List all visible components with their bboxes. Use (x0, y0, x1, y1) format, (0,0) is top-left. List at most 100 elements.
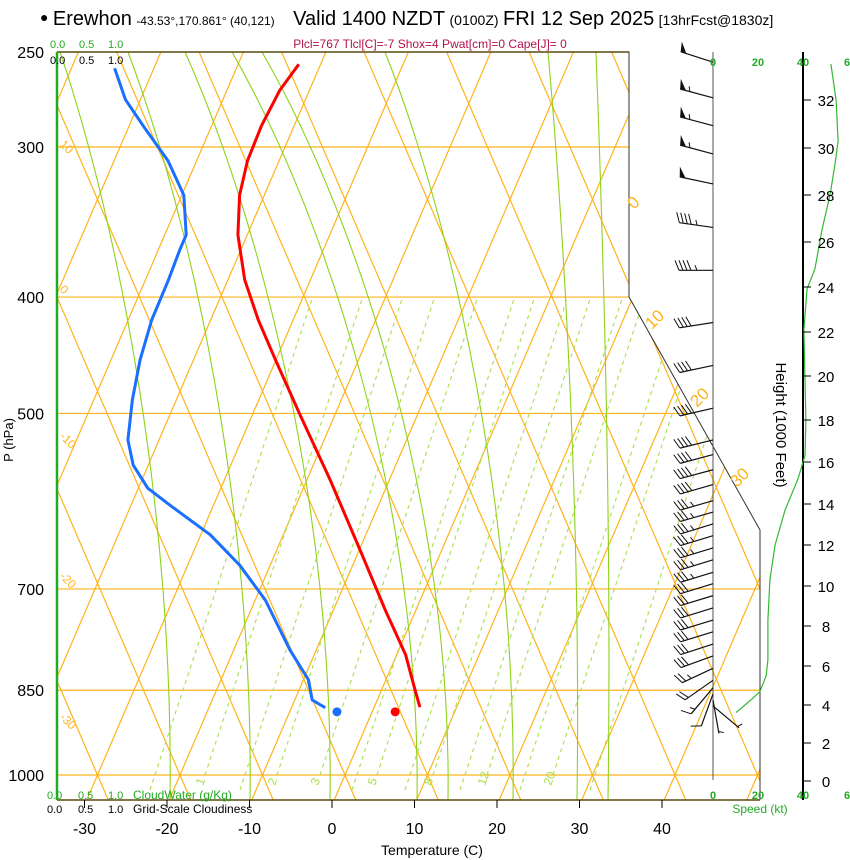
barb-staff (680, 116, 714, 127)
speed-tick-label: 20 (752, 790, 764, 802)
wind-barb (673, 571, 714, 583)
barb-feather (680, 643, 689, 653)
barb-feather (673, 501, 681, 511)
barb-feather (684, 481, 693, 491)
height-tick-label: 22 (818, 325, 835, 342)
mixing-ratio-label: 1 (193, 776, 209, 787)
barb-feather (677, 500, 685, 510)
mixing-ratio-label: 12 (475, 769, 493, 787)
cloudiness-tick: 0.0 (47, 804, 62, 816)
wind-barb (673, 630, 714, 643)
isotherm-line (57, 52, 250, 800)
barb-staff (680, 144, 714, 155)
stats-line: Plcl=767 Tlcl[C]=-7 Shox=4 Pwat[cm]=0 Ca… (293, 37, 567, 51)
theta-label: 30 (726, 464, 753, 491)
mixing-ratio-label: 3 (308, 776, 324, 787)
station-bullet-icon: ● (40, 9, 49, 25)
barb-feather (677, 317, 684, 328)
barb-feather (673, 454, 681, 464)
isotherm-line (472, 52, 760, 800)
barb-staff (712, 705, 740, 729)
moist-adiabat-line (261, 52, 449, 800)
barb-feather (677, 657, 686, 667)
wind-barb (680, 687, 714, 715)
mixing-ratio-label: 20 (541, 769, 559, 787)
barb-feather (686, 260, 692, 271)
speed-tick-label: 6 (844, 57, 850, 69)
pressure-tick-label: 700 (17, 582, 44, 599)
barb-feather (673, 512, 681, 522)
barb-feather (680, 522, 689, 532)
barb-feather (677, 673, 687, 682)
barb-feather (673, 549, 681, 559)
barb-feather (684, 466, 693, 476)
cloud-water-label: CloudWater (g/Kg) (133, 788, 232, 802)
barb-feather (673, 439, 681, 449)
wind-barb (690, 693, 714, 727)
isotherm-line (225, 52, 580, 800)
barb-pennant (680, 106, 686, 119)
height-tick-label: 0 (822, 774, 830, 791)
height-tick-label: 4 (822, 698, 830, 715)
cloud-water-tick: 0.5 (79, 39, 94, 51)
valid-time: Valid 1400 NZDT (293, 8, 446, 30)
barb-feather (673, 584, 681, 594)
barb-feather (677, 535, 685, 545)
speed-axis-label: Speed (kt) (732, 802, 787, 816)
mixing-ratio-line (519, 296, 684, 791)
barb-feather (680, 212, 684, 224)
barb-feather (673, 363, 681, 373)
barb-feather (677, 631, 685, 641)
barb-feather (677, 559, 685, 569)
wind-barb (712, 705, 743, 729)
mixing-ratio-label: 2 (265, 776, 281, 787)
barb-half-feather (688, 114, 691, 120)
barb-feather (680, 534, 689, 544)
wind-barb (680, 78, 714, 99)
wind-barb (675, 679, 714, 701)
pressure-tick-label: 1000 (8, 768, 44, 785)
wind-speed-line (735, 63, 839, 714)
mixing-ratio-line (486, 296, 646, 776)
barb-feather (680, 558, 689, 568)
barb-staff (680, 631, 714, 643)
temperature-tick-label: -30 (73, 821, 96, 838)
barb-half-feather (737, 723, 743, 727)
barb-feather (677, 572, 685, 582)
barb-half-feather (690, 573, 695, 579)
barb-half-feather (690, 512, 695, 518)
barb-feather (677, 405, 685, 416)
moist-adiabat-line (127, 52, 251, 800)
wind-barb (673, 655, 714, 669)
barb-staff (680, 469, 714, 480)
station-name: Erewhon (52, 8, 132, 30)
plot-frame (55, 51, 804, 801)
height-tick-label: 18 (818, 413, 835, 430)
barb-feather (673, 659, 682, 668)
isotherm-label: -30 (57, 710, 79, 732)
barb-feather (673, 633, 681, 643)
mixing-ratio-label: 5 (365, 776, 381, 787)
barb-staff (679, 222, 714, 229)
height-axis-label: Height (1000 Feet) (772, 362, 789, 487)
pressure-tick-label: 850 (17, 683, 44, 700)
wind-barb (673, 534, 714, 547)
background-grid (57, 52, 760, 800)
isotherm-line (142, 52, 497, 800)
theta-label: 0 (623, 193, 643, 213)
y-axis-label: P (hPa) (1, 418, 16, 462)
height-tick-label: 32 (818, 93, 835, 110)
axes: 1 2 3 5 8 12 20100-10-20-300102030250300400500… (8, 45, 850, 838)
barb-staff (690, 687, 714, 715)
barb-feather (680, 606, 689, 616)
cloudiness-tick: 0.5 (78, 804, 93, 816)
barb-feather (680, 618, 689, 628)
barb-feather (677, 453, 685, 463)
barb-half-feather (688, 142, 691, 148)
wind-barb (680, 134, 714, 155)
barb-feather (673, 525, 681, 535)
barb-half-feather (689, 707, 696, 710)
temperature-surface-dot (390, 707, 400, 717)
barb-feather (681, 510, 689, 520)
